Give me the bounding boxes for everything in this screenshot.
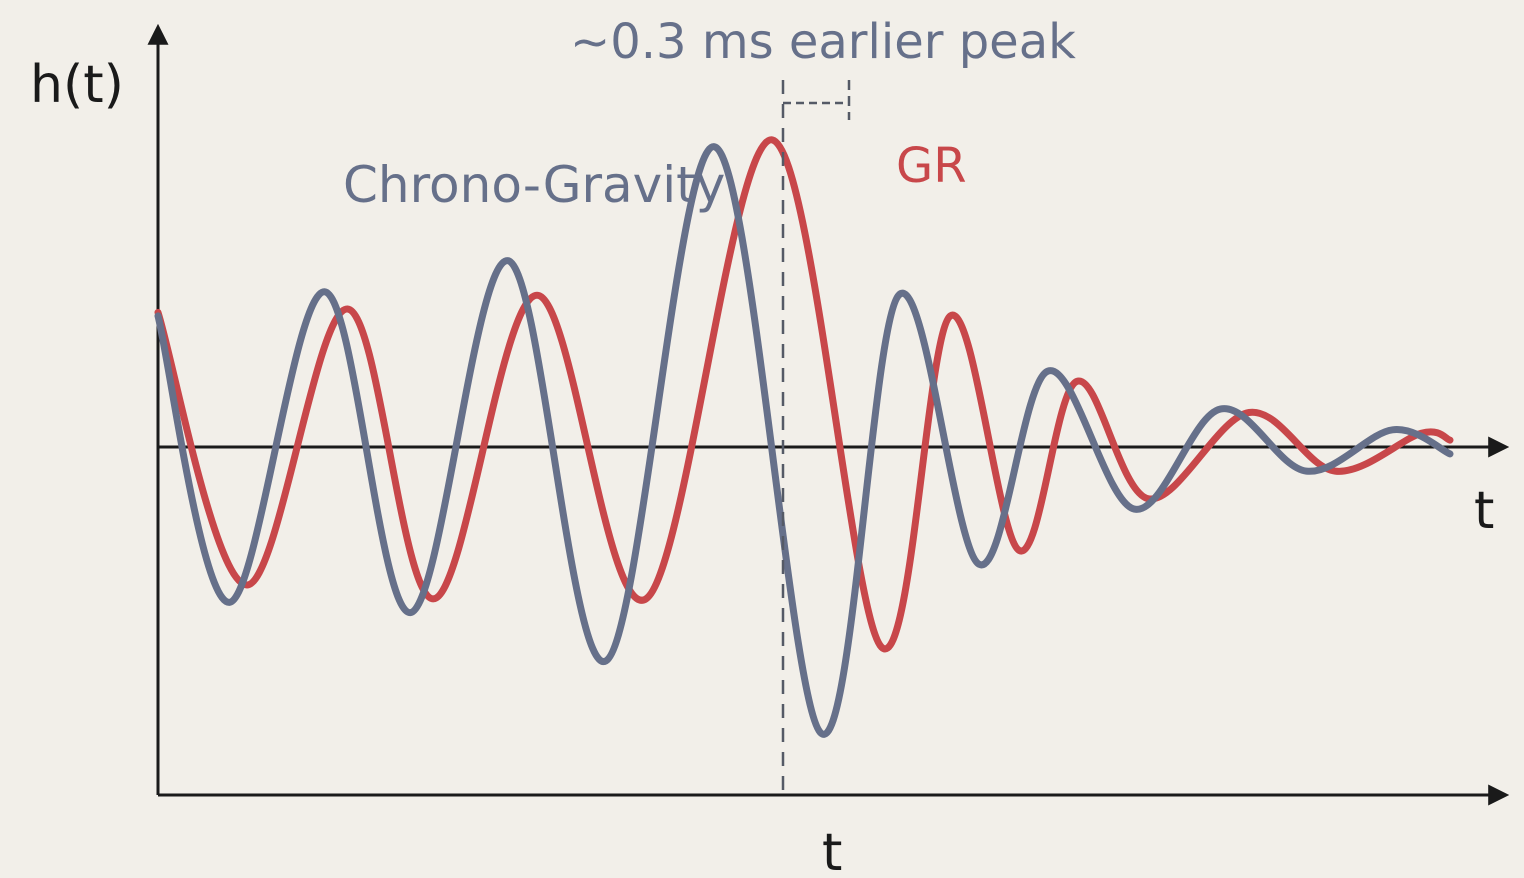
series-chrono-gravity-line (154, 143, 1454, 738)
series-label-chrono-gravity: Chrono-Gravity (343, 156, 725, 214)
x-axis-label: t (822, 823, 842, 878)
series-gr-line (154, 136, 1454, 653)
peak-offset-annotation: ~0.3 ms earlier peak (570, 14, 1076, 70)
x-axis-label-inner: t (1474, 481, 1494, 541)
y-axis-label: h(t) (30, 55, 124, 115)
series-label-gr: GR (896, 138, 967, 194)
